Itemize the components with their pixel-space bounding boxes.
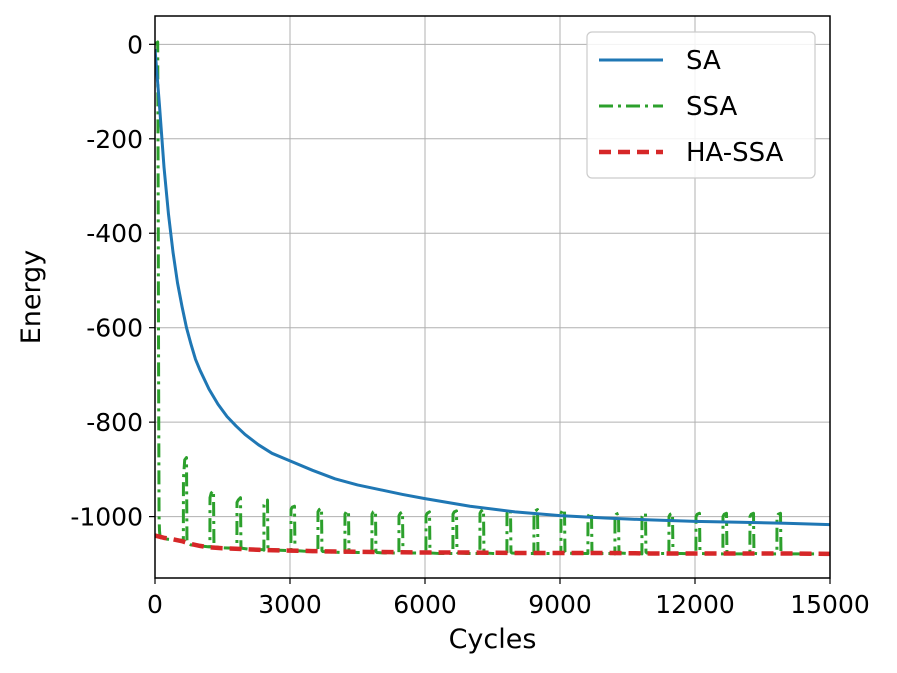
series-line-ssa bbox=[155, 40, 830, 556]
x-tick-label: 3000 bbox=[258, 590, 322, 619]
y-tick-label: -200 bbox=[86, 125, 143, 154]
plot-frame bbox=[154, 15, 831, 579]
axis-ticks: 0 3000 6000 9000 12000 15000 0 -200 -400 -600 -800… bbox=[70, 30, 869, 619]
x-tick-label: 12000 bbox=[655, 590, 735, 619]
plot-area bbox=[155, 40, 830, 557]
y-tick-label: 0 bbox=[127, 30, 143, 59]
legend-label-ssa: SSA bbox=[686, 92, 737, 122]
legend: SA SSA HA-SSA bbox=[586, 31, 816, 179]
y-tick-label: -600 bbox=[86, 314, 143, 343]
legend-label-sa: SA bbox=[686, 46, 721, 76]
y-axis-label: Energy bbox=[16, 250, 47, 345]
legend-box bbox=[586, 31, 816, 179]
series-line-sa bbox=[155, 48, 830, 527]
grid bbox=[154, 16, 831, 578]
y-tick-label: -1000 bbox=[70, 503, 143, 532]
x-tick-label: 9000 bbox=[528, 590, 592, 619]
x-tick-label: 0 bbox=[147, 590, 163, 619]
series-layer bbox=[155, 40, 830, 557]
x-tick-label: 15000 bbox=[790, 590, 870, 619]
x-tick-label: 6000 bbox=[393, 590, 457, 619]
y-tick-label: -800 bbox=[86, 408, 143, 437]
legend-label-ha-ssa: HA-SSA bbox=[686, 138, 784, 168]
y-tick-label: -400 bbox=[86, 219, 143, 248]
series-line-ha-ssa bbox=[155, 533, 830, 557]
x-axis-label: Cycles bbox=[449, 624, 537, 655]
